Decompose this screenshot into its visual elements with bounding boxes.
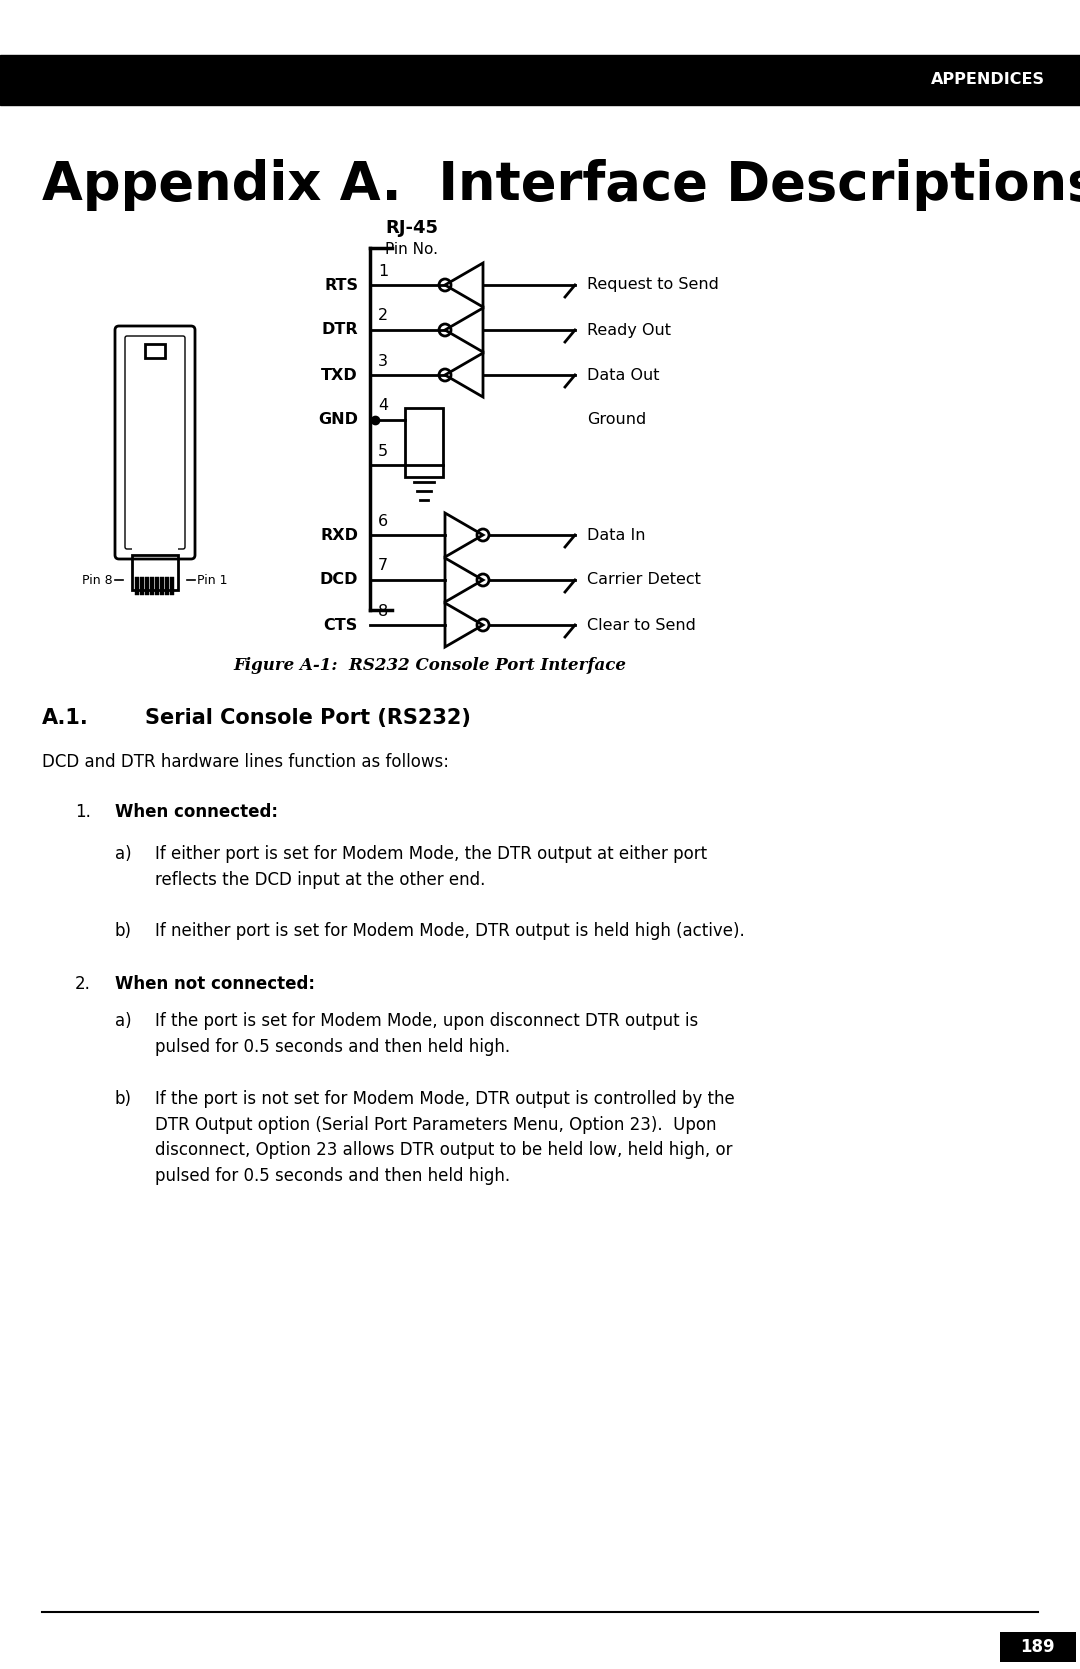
Text: When connected:: When connected: bbox=[114, 803, 278, 821]
Text: When not connected:: When not connected: bbox=[114, 975, 315, 993]
Text: DCD and DTR hardware lines function as follows:: DCD and DTR hardware lines function as f… bbox=[42, 753, 449, 771]
Bar bbox=[160, 577, 164, 596]
Bar bbox=[1000, 1632, 1076, 1662]
Text: Pin No.: Pin No. bbox=[384, 242, 438, 257]
Text: 2: 2 bbox=[378, 309, 388, 324]
Text: a): a) bbox=[114, 845, 132, 863]
Text: If either port is set for Modem Mode, the DTR output at either port
reflects the: If either port is set for Modem Mode, th… bbox=[156, 845, 707, 888]
Bar bbox=[170, 577, 174, 596]
Bar bbox=[145, 577, 149, 596]
Text: Figure A-1:  RS232 Console Port Interface: Figure A-1: RS232 Console Port Interface bbox=[233, 656, 626, 674]
Text: APPENDICES: APPENDICES bbox=[931, 72, 1045, 87]
Text: 4: 4 bbox=[378, 399, 388, 414]
Bar bbox=[132, 516, 178, 556]
Text: 189: 189 bbox=[1021, 1637, 1055, 1656]
Text: If the port is set for Modem Mode, upon disconnect DTR output is
pulsed for 0.5 : If the port is set for Modem Mode, upon … bbox=[156, 1011, 699, 1056]
Text: Pin 8: Pin 8 bbox=[82, 574, 113, 586]
Bar bbox=[165, 577, 168, 596]
Bar bbox=[150, 577, 154, 596]
Text: If neither port is set for Modem Mode, DTR output is held high (active).: If neither port is set for Modem Mode, D… bbox=[156, 921, 745, 940]
Text: 5: 5 bbox=[378, 444, 388, 459]
Text: 7: 7 bbox=[378, 559, 388, 574]
Text: GND: GND bbox=[318, 412, 357, 427]
Bar bbox=[132, 556, 178, 591]
Text: b): b) bbox=[114, 921, 132, 940]
Bar bbox=[156, 577, 159, 596]
Text: 1: 1 bbox=[378, 264, 388, 279]
Text: RJ-45: RJ-45 bbox=[384, 219, 438, 237]
Text: 1.: 1. bbox=[75, 803, 91, 821]
Text: Clear to Send: Clear to Send bbox=[588, 618, 696, 633]
Text: A.1.: A.1. bbox=[42, 708, 89, 728]
Text: RTS: RTS bbox=[324, 277, 357, 292]
Text: Data In: Data In bbox=[588, 527, 646, 542]
Bar bbox=[0, 55, 1080, 105]
Text: 2.: 2. bbox=[75, 975, 91, 993]
Text: 8: 8 bbox=[378, 604, 388, 619]
Text: Serial Console Port (RS232): Serial Console Port (RS232) bbox=[145, 708, 471, 728]
Text: Ground: Ground bbox=[588, 412, 646, 427]
Bar bbox=[405, 407, 443, 477]
Text: Request to Send: Request to Send bbox=[588, 277, 719, 292]
Text: CTS: CTS bbox=[324, 618, 357, 633]
Text: DCD: DCD bbox=[320, 572, 357, 587]
Text: 3: 3 bbox=[378, 354, 388, 369]
Bar bbox=[135, 577, 139, 596]
Text: TXD: TXD bbox=[321, 367, 357, 382]
Text: DTR: DTR bbox=[322, 322, 357, 337]
Bar bbox=[140, 577, 144, 596]
Bar bbox=[145, 344, 165, 357]
Text: Data Out: Data Out bbox=[588, 367, 660, 382]
Text: a): a) bbox=[114, 1011, 132, 1030]
Text: RXD: RXD bbox=[320, 527, 357, 542]
Text: b): b) bbox=[114, 1090, 132, 1108]
Text: If the port is not set for Modem Mode, DTR output is controlled by the
DTR Outpu: If the port is not set for Modem Mode, D… bbox=[156, 1090, 734, 1185]
Text: Appendix A.  Interface Descriptions: Appendix A. Interface Descriptions bbox=[42, 159, 1080, 210]
Text: Pin 1: Pin 1 bbox=[197, 574, 228, 586]
Text: 6: 6 bbox=[378, 514, 388, 529]
Text: Ready Out: Ready Out bbox=[588, 322, 671, 337]
Text: Carrier Detect: Carrier Detect bbox=[588, 572, 701, 587]
